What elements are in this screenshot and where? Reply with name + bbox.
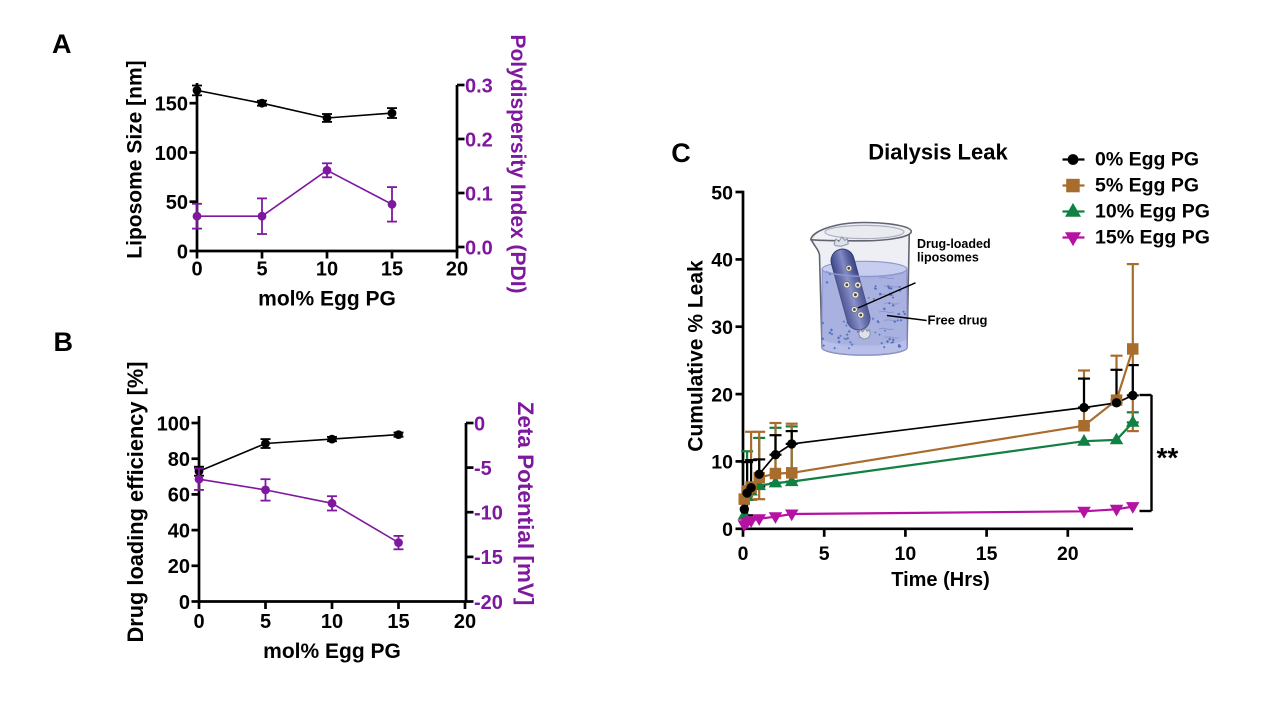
svg-text:C: C bbox=[671, 138, 691, 168]
svg-text:Dialysis Leak: Dialysis Leak bbox=[868, 140, 1008, 165]
svg-text:15% Egg PG: 15% Egg PG bbox=[1095, 227, 1210, 249]
svg-text:Zeta Potential [mV]: Zeta Potential [mV] bbox=[513, 402, 538, 606]
svg-text:-10: -10 bbox=[474, 503, 503, 525]
svg-text:30: 30 bbox=[711, 317, 733, 339]
svg-text:0.2: 0.2 bbox=[465, 129, 493, 151]
svg-text:0: 0 bbox=[738, 543, 749, 565]
svg-text:0.0: 0.0 bbox=[465, 237, 493, 259]
svg-text:A: A bbox=[52, 29, 72, 59]
svg-text:100: 100 bbox=[155, 143, 188, 165]
svg-text:Polydispersity Index (PDI): Polydispersity Index (PDI) bbox=[506, 34, 529, 293]
svg-text:liposomes: liposomes bbox=[917, 251, 979, 265]
svg-text:B: B bbox=[54, 327, 74, 357]
svg-text:50: 50 bbox=[711, 182, 733, 204]
svg-text:10: 10 bbox=[895, 543, 917, 565]
svg-text:20: 20 bbox=[1057, 543, 1079, 565]
svg-text:150: 150 bbox=[155, 94, 188, 116]
svg-text:Cumulative % Leak: Cumulative % Leak bbox=[685, 260, 708, 452]
svg-text:15: 15 bbox=[976, 543, 998, 565]
svg-text:15: 15 bbox=[387, 611, 409, 633]
svg-text:0: 0 bbox=[193, 611, 204, 633]
svg-text:0.3: 0.3 bbox=[465, 75, 493, 97]
svg-text:Liposome Size [nm]: Liposome Size [nm] bbox=[124, 60, 147, 258]
svg-text:10: 10 bbox=[316, 259, 338, 281]
svg-text:10% Egg PG: 10% Egg PG bbox=[1095, 201, 1210, 223]
svg-text:20: 20 bbox=[168, 556, 190, 578]
svg-text:0.1: 0.1 bbox=[465, 183, 493, 205]
svg-text:mol% Egg PG: mol% Egg PG bbox=[258, 288, 396, 311]
svg-text:100: 100 bbox=[157, 413, 190, 435]
svg-text:mol% Egg PG: mol% Egg PG bbox=[263, 640, 401, 663]
svg-text:5: 5 bbox=[819, 543, 830, 565]
svg-text:-5: -5 bbox=[474, 458, 492, 480]
svg-text:5: 5 bbox=[256, 259, 267, 281]
svg-text:Drug loading efficiency [%]: Drug loading efficiency [%] bbox=[123, 362, 148, 643]
svg-text:20: 20 bbox=[454, 611, 476, 633]
svg-text:0: 0 bbox=[722, 519, 733, 541]
svg-text:Time (Hrs): Time (Hrs) bbox=[891, 569, 990, 591]
svg-text:Free drug: Free drug bbox=[928, 313, 988, 328]
svg-text:80: 80 bbox=[168, 449, 190, 471]
svg-text:0% Egg PG: 0% Egg PG bbox=[1095, 149, 1199, 171]
svg-text:10: 10 bbox=[711, 452, 733, 474]
svg-text:10: 10 bbox=[321, 611, 343, 633]
svg-text:-15: -15 bbox=[474, 547, 503, 569]
svg-text:50: 50 bbox=[166, 192, 188, 214]
svg-text:0: 0 bbox=[177, 241, 188, 263]
svg-text:40: 40 bbox=[168, 520, 190, 542]
svg-text:5: 5 bbox=[260, 611, 271, 633]
svg-text:**: ** bbox=[1157, 442, 1179, 473]
svg-text:60: 60 bbox=[168, 485, 190, 507]
svg-text:5% Egg PG: 5% Egg PG bbox=[1095, 175, 1199, 197]
svg-text:-20: -20 bbox=[474, 592, 503, 614]
svg-text:15: 15 bbox=[381, 259, 403, 281]
svg-text:40: 40 bbox=[711, 250, 733, 272]
svg-text:0: 0 bbox=[474, 413, 485, 435]
svg-text:0: 0 bbox=[191, 259, 202, 281]
svg-text:20: 20 bbox=[711, 384, 733, 406]
svg-text:0: 0 bbox=[179, 592, 190, 614]
svg-text:20: 20 bbox=[446, 259, 468, 281]
svg-text:Drug-loaded: Drug-loaded bbox=[917, 237, 991, 251]
